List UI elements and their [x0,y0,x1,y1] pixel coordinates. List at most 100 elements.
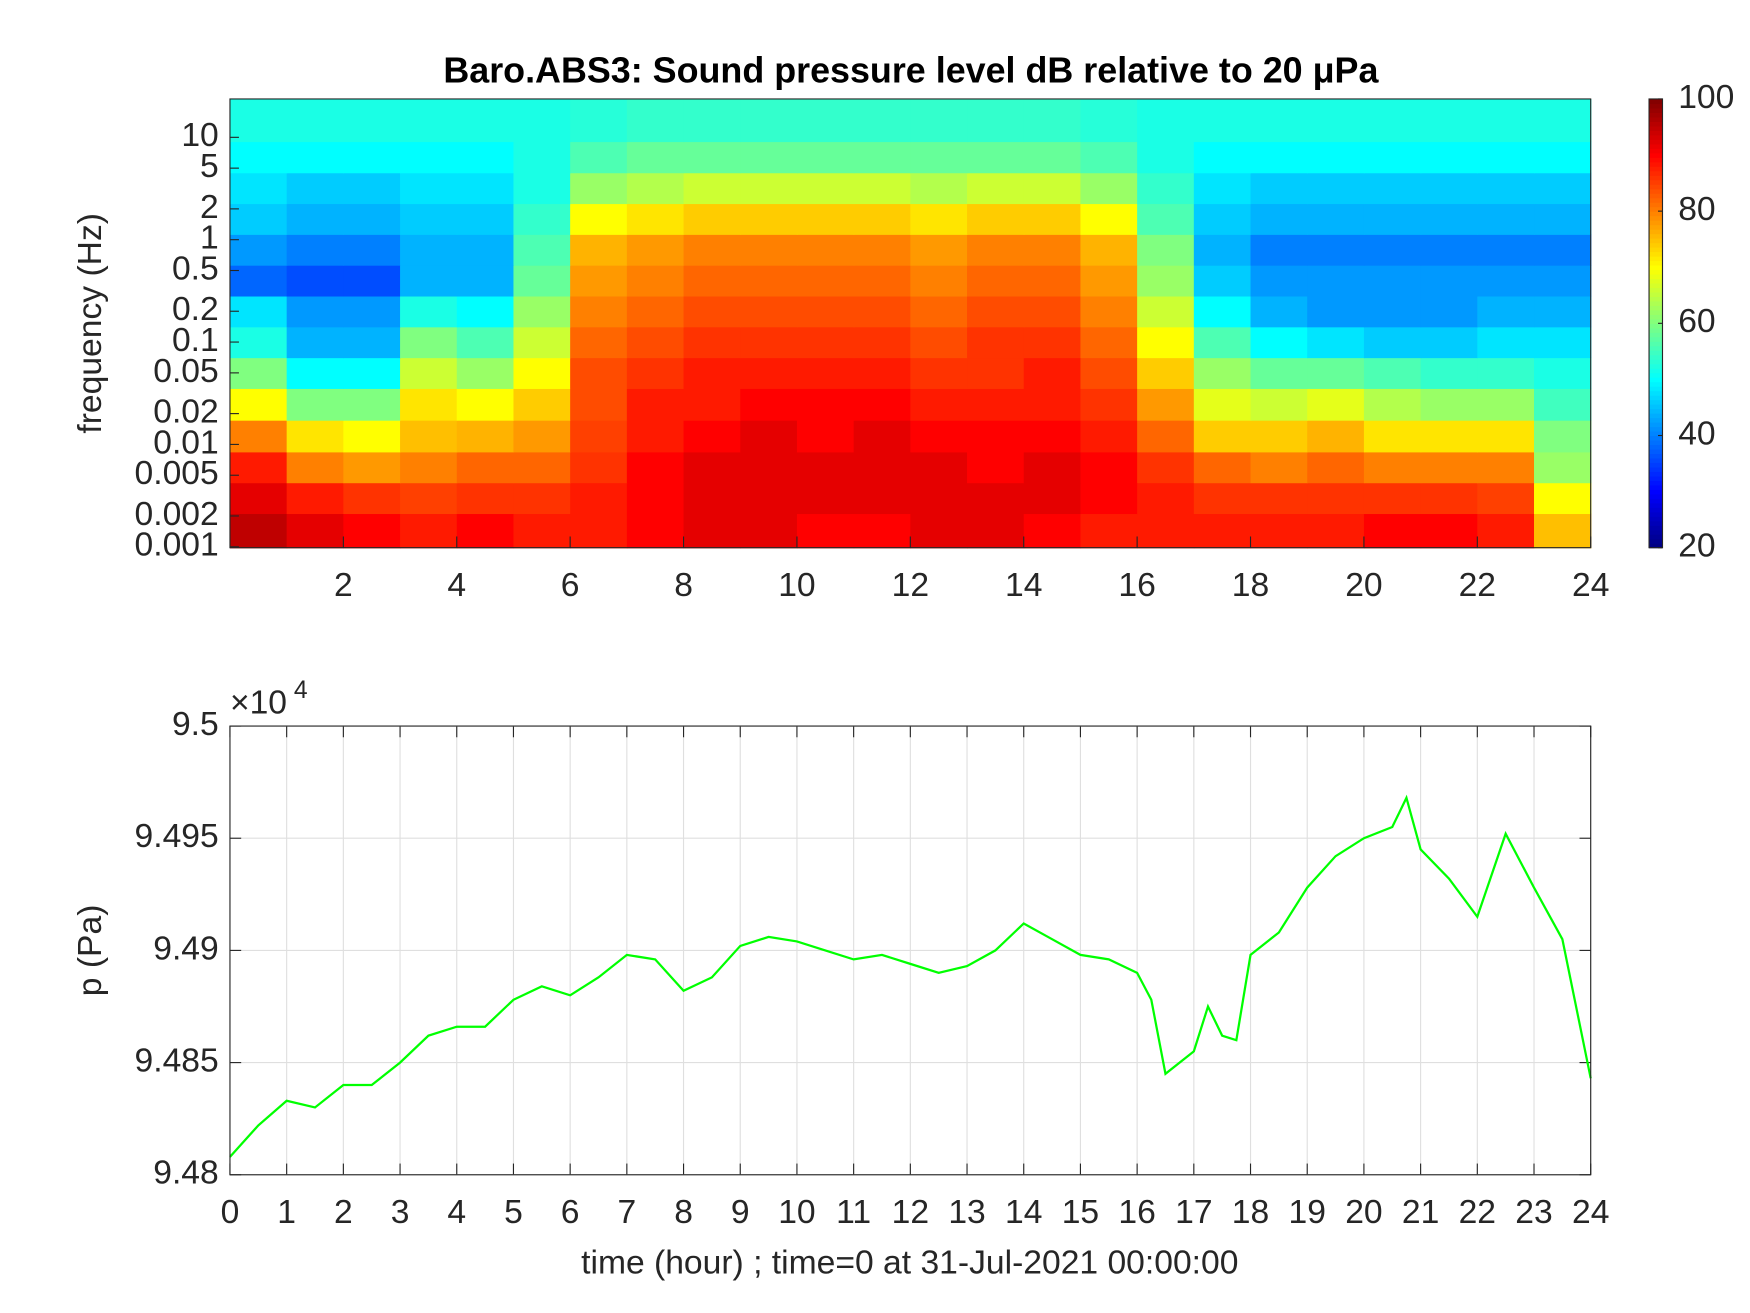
colorbar-swatch [1649,404,1663,410]
colorbar-swatch [1649,300,1663,306]
heatmap-cell [1023,172,1082,205]
colorbar-swatch [1649,121,1663,127]
heatmap-cell [570,513,628,549]
heatmap-cell [796,482,855,515]
heatmap-cell [456,326,515,359]
colorbar-swatch [1649,103,1663,109]
heatmap-cell [456,357,515,389]
heatmap-cell [626,388,685,421]
heatmap-cell [1250,295,1308,328]
colorbar-swatch [1649,511,1663,517]
colorbar-swatch [1649,417,1663,423]
heatmap-cell [910,295,968,328]
heatmap-cell [1477,451,1535,484]
x-tick-label: 6 [561,567,580,604]
heatmap-cell [513,141,571,174]
heatmap-cell [796,326,855,359]
y-tick-label: 9.485 [135,1042,219,1079]
heatmap-cell [853,513,912,549]
colorbar-swatch [1649,112,1663,118]
colorbar-swatch [1649,260,1663,266]
heatmap-cell [400,141,458,174]
heatmap-cell [796,141,855,174]
heatmap-cell [910,357,968,389]
heatmap-cell [796,295,855,328]
y-axis-label: p (Pa) [72,905,109,997]
heatmap-cell [1137,141,1195,174]
y-axis-label: frequency (Hz) [72,213,109,434]
heatmap-cell [626,513,685,549]
heatmap-cell [1250,265,1308,297]
y-exponent-power: 4 [294,677,308,704]
heatmap-cell [1137,513,1195,549]
heatmap-cell [1477,172,1535,205]
heatmap-cell [229,326,288,359]
x-tick-label: 18 [1232,1194,1269,1231]
heatmap-cell [683,172,741,205]
colorbar-swatch [1649,107,1663,113]
heatmap-cell [626,265,685,297]
heatmap-cell [1420,98,1478,143]
heatmap-cell [343,482,401,515]
colorbar-swatch [1649,372,1663,378]
x-tick-label: 8 [674,567,693,604]
heatmap-cell [1534,513,1592,549]
heatmap-cell [910,141,968,174]
heatmap-cell [400,451,458,484]
y-tick-label: 0.002 [135,496,219,533]
colorbar-swatch [1649,197,1663,203]
heatmap-cell [1534,265,1592,297]
heatmap-cell [1023,203,1082,235]
heatmap-cell [1023,295,1082,328]
colorbar-swatch [1649,314,1663,320]
heatmap-cell [1363,326,1422,359]
heatmap-cell [683,98,741,143]
heatmap-cell [1363,482,1422,515]
heatmap-cell [1420,420,1478,453]
x-tick-label: 22 [1459,567,1496,604]
heatmap-cell [740,172,798,205]
x-tick-label: 24 [1572,1194,1609,1231]
y-tick-label: 9.49 [153,930,218,967]
heatmap-cell [1080,451,1138,484]
heatmap-cell [1307,295,1365,328]
heatmap-cell [1420,388,1478,421]
heatmap-cell [1137,295,1195,328]
heatmap-cell [1363,295,1422,328]
x-tick-label: 18 [1232,567,1269,604]
heatmap-cell [796,172,855,205]
heatmap-cell [1080,141,1138,174]
heatmap-cell [1307,234,1365,266]
heatmap-cell [229,357,288,389]
heatmap-cell [286,98,345,143]
heatmap-cell [229,513,288,549]
heatmap-cell [1307,141,1365,174]
x-tick-label: 6 [561,1194,580,1231]
colorbar-swatch [1649,193,1663,199]
colorbar-swatch [1649,170,1663,176]
heatmap-cell [1363,451,1422,484]
colorbar-swatch [1649,444,1663,450]
heatmap-cell [740,203,798,235]
heatmap-cell [796,451,855,484]
colorbar-swatch [1649,238,1663,244]
colorbar-swatch [1649,399,1663,405]
heatmap-cell [740,420,798,453]
heatmap-cell [343,295,401,328]
colorbar-swatch [1649,139,1663,145]
heatmap-cell [853,234,912,266]
heatmap-cell [1193,234,1252,266]
heatmap-cell [400,98,458,143]
heatmap-cell [1307,388,1365,421]
colorbar-swatch [1649,269,1663,275]
colorbar-tick-label: 80 [1678,191,1715,228]
y-tick-label: 0.5 [172,250,219,287]
x-tick-label: 20 [1345,567,1382,604]
heatmap-cell [740,482,798,515]
colorbar-swatch [1649,359,1663,365]
colorbar-swatch [1649,332,1663,338]
heatmap-cell [229,234,288,266]
heatmap-cell [1080,295,1138,328]
heatmap-cell [683,326,741,359]
heatmap-cell [1534,141,1592,174]
